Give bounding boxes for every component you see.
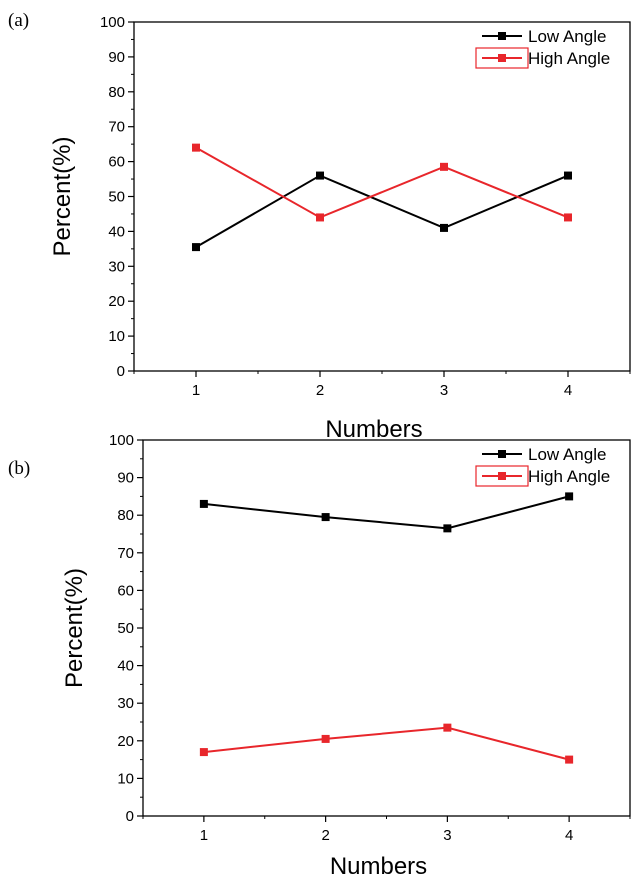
x-tick-label: 1 bbox=[192, 382, 200, 399]
y-tick-label: 10 bbox=[108, 328, 125, 345]
x-tick-label: 3 bbox=[440, 382, 448, 399]
chart-panel-b: (b) 0 10 20 30 40 50 60 70 80 90 100 1 2 3 4 Numbers Perc… bbox=[8, 432, 631, 880]
x-tick-label: 3 bbox=[443, 827, 451, 844]
data-point-low-angle bbox=[443, 524, 452, 533]
plot-frame bbox=[142, 439, 631, 817]
y-tick-label: 20 bbox=[117, 733, 134, 750]
x-tick-label: 1 bbox=[200, 827, 208, 844]
data-point-high-angle bbox=[199, 748, 208, 757]
legend-highlight-box bbox=[475, 465, 529, 487]
y-tick-label: 50 bbox=[117, 620, 134, 637]
y-tick-label: 40 bbox=[117, 658, 134, 675]
legend-marker-high-angle bbox=[498, 54, 506, 62]
y-tick-label: 70 bbox=[108, 119, 125, 136]
series-line-high-angle bbox=[203, 726, 570, 761]
y-tick-label: 60 bbox=[117, 582, 134, 599]
data-point-low-angle bbox=[564, 171, 572, 180]
y-tick-label: 10 bbox=[117, 770, 134, 787]
y-tick-label: 20 bbox=[108, 293, 125, 310]
legend-label-low-angle: Low Angle bbox=[528, 445, 606, 464]
data-point-high-angle bbox=[440, 162, 448, 171]
legend-marker-high-angle bbox=[498, 472, 506, 480]
plot-frame bbox=[133, 21, 631, 372]
y-axis-title: Percent(%) bbox=[61, 568, 88, 688]
y-tick-label: 90 bbox=[108, 49, 125, 66]
series-line-low-angle bbox=[203, 495, 570, 530]
legend-label-high-angle: High Angle bbox=[528, 49, 610, 68]
data-point-low-angle bbox=[199, 499, 208, 508]
data-point-low-angle bbox=[440, 223, 448, 232]
data-point-high-angle bbox=[565, 755, 574, 764]
y-tick-label: 50 bbox=[108, 189, 125, 206]
data-point-low-angle bbox=[192, 243, 200, 252]
x-tick-label: 2 bbox=[316, 382, 324, 399]
y-tick-label: 60 bbox=[108, 154, 125, 171]
data-point-low-angle bbox=[316, 171, 324, 180]
x-tick-label: 4 bbox=[564, 382, 572, 399]
data-point-high-angle bbox=[321, 734, 330, 743]
y-tick-label: 100 bbox=[100, 14, 125, 31]
y-tick-label: 90 bbox=[117, 470, 134, 487]
y-tick-label: 80 bbox=[117, 507, 134, 524]
data-point-high-angle bbox=[316, 213, 324, 222]
panel-label: (b) bbox=[8, 458, 30, 479]
legend-label-low-angle: Low Angle bbox=[528, 27, 606, 46]
y-tick-label: 40 bbox=[108, 223, 125, 240]
x-axis-title: Numbers bbox=[325, 416, 422, 443]
y-tick-label: 30 bbox=[117, 695, 134, 712]
y-tick-label: 70 bbox=[117, 545, 134, 562]
legend-label-high-angle: High Angle bbox=[528, 467, 610, 486]
x-tick-label: 4 bbox=[565, 827, 573, 844]
panel-label: (a) bbox=[8, 10, 29, 31]
series-line-low-angle bbox=[195, 174, 569, 248]
x-axis-title: Numbers bbox=[330, 853, 427, 880]
legend-marker-low-angle bbox=[498, 32, 506, 40]
legend-marker-low-angle bbox=[498, 450, 506, 458]
data-point-low-angle bbox=[565, 492, 574, 501]
legend-highlight-box bbox=[475, 47, 529, 69]
data-point-low-angle bbox=[321, 513, 330, 522]
y-tick-label: 0 bbox=[126, 808, 134, 825]
data-point-high-angle bbox=[192, 143, 200, 152]
x-tick-label: 2 bbox=[321, 827, 329, 844]
series-line-high-angle bbox=[195, 146, 569, 219]
y-tick-label: 30 bbox=[108, 258, 125, 275]
y-tick-label: 0 bbox=[117, 363, 125, 380]
chart-panel-a: (a) 0 10 20 30 40 50 60 70 80 90 100 1 2 3 4 Numbers Perc… bbox=[8, 10, 631, 443]
y-tick-label: 100 bbox=[109, 432, 134, 449]
y-axis-title: Percent(%) bbox=[49, 136, 76, 256]
data-point-high-angle bbox=[564, 213, 572, 222]
data-point-high-angle bbox=[443, 723, 452, 732]
y-tick-label: 80 bbox=[108, 84, 125, 101]
